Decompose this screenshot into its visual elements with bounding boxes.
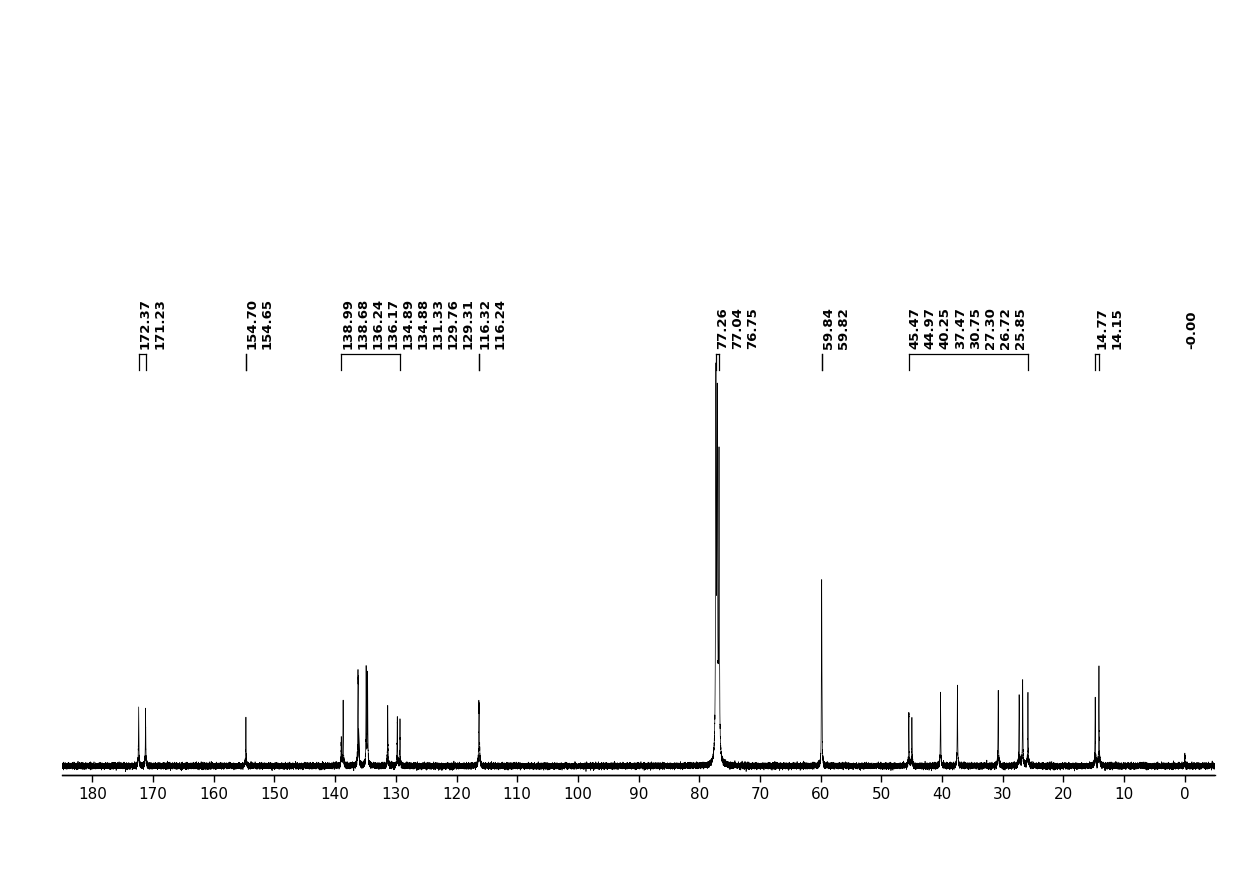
Text: -0.00: -0.00 — [1185, 310, 1198, 349]
Text: 154.70
154.65: 154.70 154.65 — [246, 298, 274, 349]
Text: 45.47
44.97
40.25
37.47
30.75
27.30
26.72
25.85: 45.47 44.97 40.25 37.47 30.75 27.30 26.7… — [909, 307, 1027, 349]
Text: 138.99
138.68
136.24
136.17
134.89
134.88
131.33
129.76
129.31: 138.99 138.68 136.24 136.17 134.89 134.8… — [341, 298, 474, 349]
Text: 59.84
59.82: 59.84 59.82 — [822, 307, 849, 349]
Text: 14.77
14.15: 14.77 14.15 — [1095, 308, 1123, 349]
Text: 77.26
77.04
76.75: 77.26 77.04 76.75 — [715, 307, 759, 349]
Text: 116.32
116.24: 116.32 116.24 — [479, 298, 507, 349]
Text: 172.37
171.23: 172.37 171.23 — [139, 298, 166, 349]
